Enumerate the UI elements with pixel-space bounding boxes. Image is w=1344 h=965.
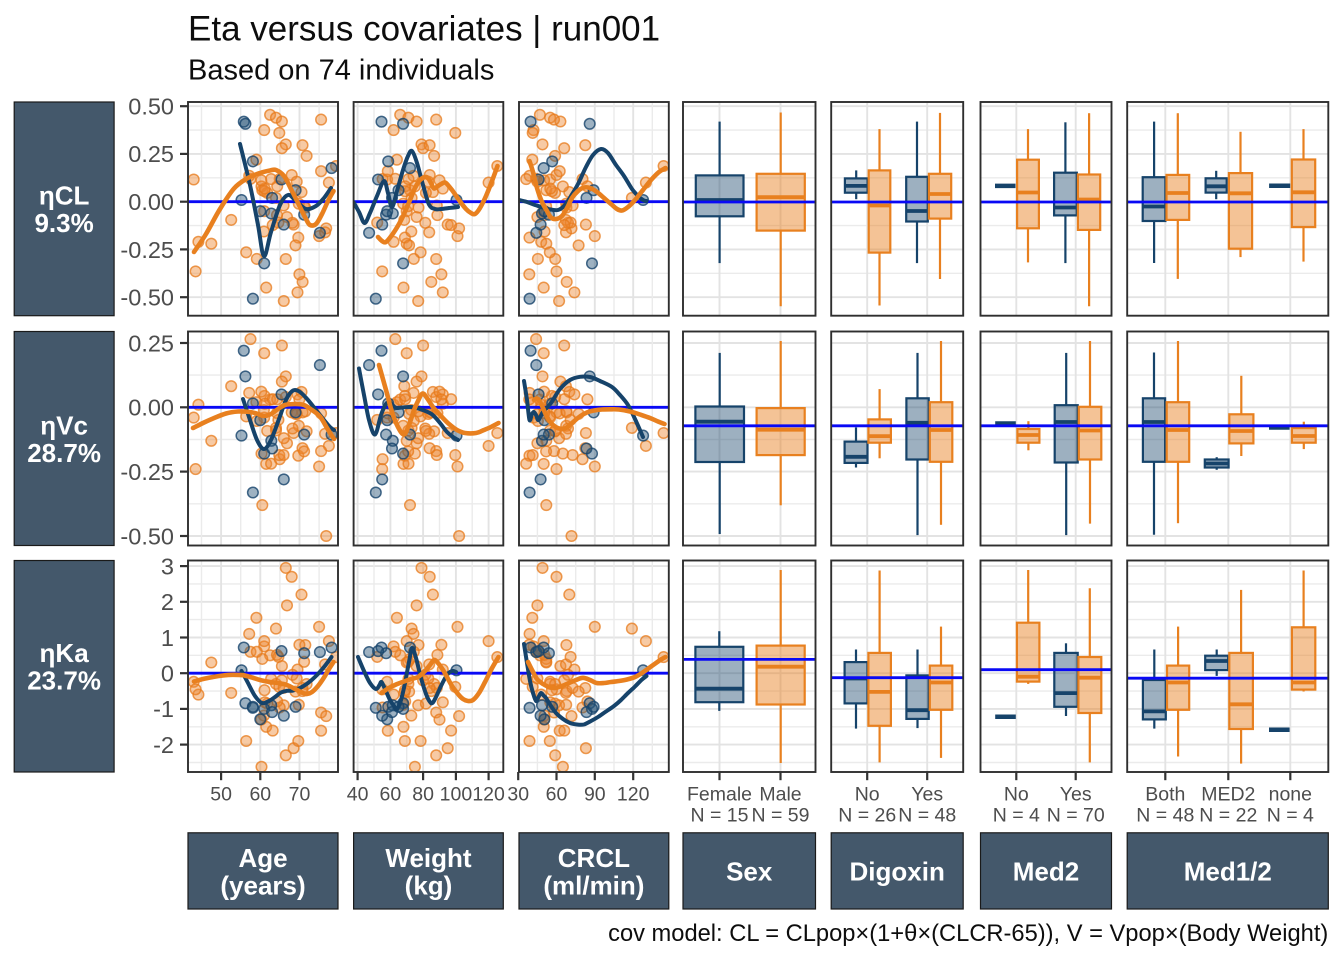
svg-text:70: 70 [289, 783, 311, 805]
svg-text:N = 22: N = 22 [1199, 805, 1257, 827]
svg-text:40: 40 [347, 783, 369, 805]
svg-text:80: 80 [412, 783, 434, 805]
svg-text:N = 4: N = 4 [993, 805, 1040, 827]
svg-text:120: 120 [472, 783, 505, 805]
svg-text:N = 48: N = 48 [1136, 805, 1194, 827]
svg-text:0.25: 0.25 [128, 141, 174, 167]
svg-text:60: 60 [546, 783, 568, 805]
svg-text:0.00: 0.00 [128, 189, 174, 215]
svg-text:Weight: Weight [385, 843, 472, 873]
svg-text:3: 3 [161, 553, 174, 579]
svg-text:Female: Female [687, 783, 752, 805]
svg-text:N = 15: N = 15 [691, 805, 749, 827]
svg-text:1: 1 [161, 625, 174, 651]
svg-text:MED2: MED2 [1201, 783, 1255, 805]
svg-text:30: 30 [507, 783, 529, 805]
svg-text:N = 48: N = 48 [898, 805, 956, 827]
svg-text:(ml/min): (ml/min) [543, 870, 644, 900]
svg-text:-0.50: -0.50 [120, 523, 174, 549]
svg-text:90: 90 [584, 783, 606, 805]
svg-text:Eta versus covariates | run001: Eta versus covariates | run001 [188, 10, 660, 49]
svg-text:cov model: CL = CLpop×(1+θ×(CL: cov model: CL = CLpop×(1+θ×(CLCR-65)), V… [608, 921, 1328, 947]
svg-text:-0.25: -0.25 [120, 459, 174, 485]
svg-text:Sex: Sex [726, 856, 773, 886]
svg-text:none: none [1269, 783, 1312, 805]
svg-text:Yes: Yes [1060, 783, 1092, 805]
svg-text:-0.50: -0.50 [120, 285, 174, 311]
svg-text:N = 4: N = 4 [1267, 805, 1314, 827]
svg-text:-1: -1 [153, 696, 174, 722]
svg-text:60: 60 [380, 783, 402, 805]
svg-text:(kg): (kg) [405, 870, 453, 900]
svg-text:23.7%: 23.7% [27, 666, 101, 696]
svg-text:0.50: 0.50 [128, 94, 174, 120]
svg-text:100: 100 [440, 783, 473, 805]
svg-text:N = 26: N = 26 [838, 805, 896, 827]
svg-text:Male: Male [759, 783, 801, 805]
svg-text:0.25: 0.25 [128, 330, 174, 356]
svg-text:-0.25: -0.25 [120, 237, 174, 263]
svg-text:0: 0 [161, 661, 174, 687]
svg-text:Digoxin: Digoxin [850, 856, 945, 886]
svg-text:N = 59: N = 59 [752, 805, 810, 827]
svg-text:CRCL: CRCL [558, 843, 630, 873]
svg-text:9.3%: 9.3% [34, 208, 93, 238]
svg-text:120: 120 [617, 783, 650, 805]
svg-text:-2: -2 [153, 732, 174, 758]
svg-text:Based on 74 individuals: Based on 74 individuals [188, 55, 494, 87]
svg-text:60: 60 [249, 783, 271, 805]
svg-text:ηKa: ηKa [40, 638, 90, 668]
svg-text:ηVc: ηVc [40, 410, 88, 440]
svg-text:N = 70: N = 70 [1047, 805, 1105, 827]
svg-text:0.00: 0.00 [128, 395, 174, 421]
svg-text:Yes: Yes [911, 783, 943, 805]
svg-text:28.7%: 28.7% [27, 438, 101, 468]
svg-text:No: No [1004, 783, 1029, 805]
svg-text:Both: Both [1145, 783, 1185, 805]
svg-text:(years): (years) [220, 870, 305, 900]
svg-text:Age: Age [238, 843, 287, 873]
svg-text:Med1/2: Med1/2 [1184, 856, 1272, 886]
svg-text:Med2: Med2 [1013, 856, 1079, 886]
svg-text:No: No [855, 783, 880, 805]
svg-text:2: 2 [161, 589, 174, 615]
svg-text:50: 50 [210, 783, 232, 805]
svg-text:ηCL: ηCL [39, 181, 90, 211]
